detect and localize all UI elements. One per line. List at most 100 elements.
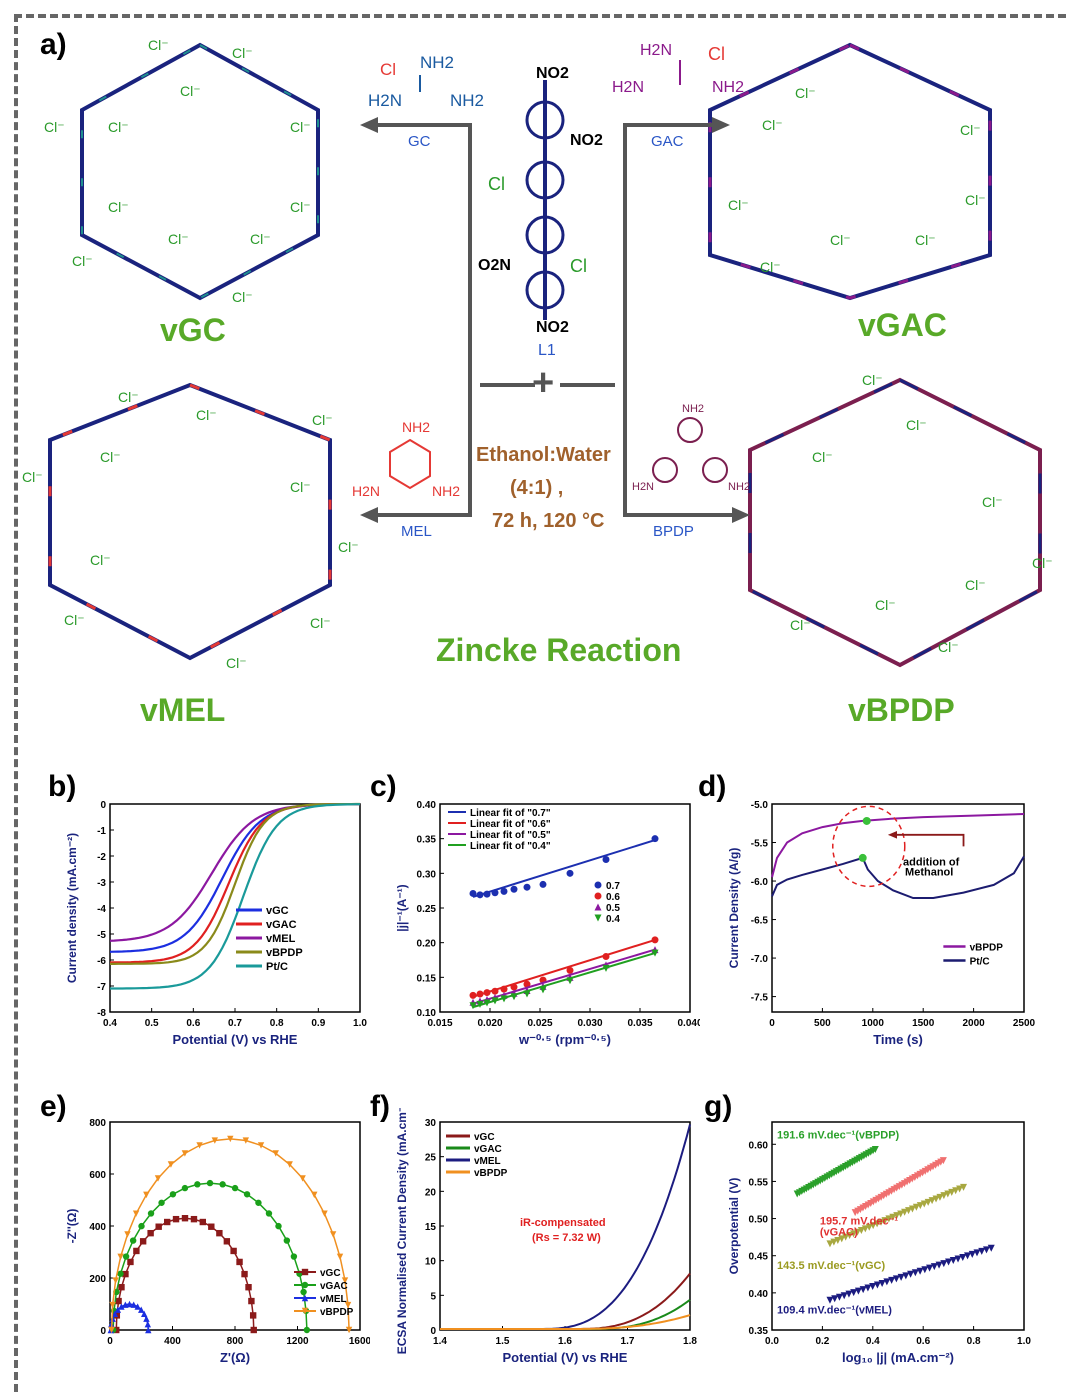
legend-line-label: Linear fit of "0.5": [470, 830, 551, 841]
data-point: [853, 1228, 861, 1236]
data-point: [982, 1246, 990, 1254]
x-tick-label: 0.8: [967, 1336, 981, 1347]
y-tick-label: 0: [100, 1326, 106, 1337]
data-point-0.6: [476, 990, 484, 998]
panel-label-d: d): [698, 770, 727, 803]
annotation-line-2: Methanol: [905, 867, 953, 879]
data-point: [850, 1289, 858, 1297]
data-point: [949, 1257, 957, 1265]
chart-d-chrono: 0 500 1000 1500 2000 2500 -5.0 -5.5 -6.0 -6.5 -7.0…: [727, 800, 1036, 1047]
svg-text:NH2: NH2: [728, 481, 750, 493]
data-point-vBPDP: [181, 1150, 189, 1157]
svg-text:H2N: H2N: [612, 79, 644, 96]
data-point-0.7: [483, 890, 491, 898]
data-point-vMEL: [118, 1303, 125, 1310]
x-tick-label: 1.0: [1017, 1336, 1031, 1347]
data-point-vBPDP: [341, 1277, 349, 1284]
y-tick-label: -5.5: [751, 839, 769, 850]
data-point: [845, 1290, 853, 1298]
svg-text:Cl⁻: Cl⁻: [965, 577, 986, 593]
data-point-vGAC: [219, 1181, 226, 1188]
data-point-vGAC: [129, 1237, 137, 1244]
y-tick-label: 600: [89, 1170, 106, 1181]
legend-label: vBPDP: [474, 1168, 508, 1179]
slope-label-vmel: 109.4 mV.dec⁻¹(vMEL): [777, 1305, 892, 1317]
data-point-vGC: [230, 1247, 237, 1255]
data-point-vGC: [190, 1215, 198, 1223]
data-point-vMEL: [138, 1306, 145, 1313]
data-point-vGC: [155, 1223, 162, 1230]
data-point: [945, 1258, 953, 1266]
data-point-vGAC: [265, 1210, 273, 1217]
svg-text:Cl⁻: Cl⁻: [1032, 555, 1053, 571]
svg-text:Cl⁻: Cl⁻: [226, 655, 247, 671]
data-point: [911, 1269, 919, 1277]
data-point-vBPDP: [344, 1301, 352, 1309]
plot-area: [771, 803, 1025, 1013]
data-point: [842, 1233, 850, 1241]
data-point: [928, 1197, 936, 1205]
data-point-vGAC: [283, 1237, 291, 1244]
svg-text:Cl⁻: Cl⁻: [108, 119, 129, 135]
data-point-vGAC: [290, 1253, 298, 1260]
data-point: [881, 1217, 889, 1225]
y-tick-label: -7.5: [751, 993, 769, 1004]
legend-label: vMEL: [320, 1294, 347, 1305]
reagent-label-gc: GC: [408, 133, 431, 150]
data-point: [865, 1223, 873, 1231]
data-point-vGC: [118, 1284, 125, 1291]
x-tick-label: 0.030: [577, 1018, 602, 1029]
arrow-head-gac: [712, 117, 730, 133]
x-tick-label: 0.040: [677, 1018, 700, 1029]
data-point: [916, 1267, 924, 1275]
legend-marker: [301, 1307, 309, 1315]
data-point-vGC: [236, 1258, 243, 1266]
data-point: [944, 1190, 952, 1198]
y-tick-label: 0: [100, 800, 106, 811]
data-point: [978, 1247, 986, 1255]
x-axis-label: Potential (V) vs RHE: [503, 1350, 628, 1365]
legend-label: vMEL: [266, 933, 296, 945]
data-point-vMEL: [145, 1326, 152, 1334]
data-point-0.4: [539, 986, 547, 994]
product-vgac: vGAC: [858, 307, 947, 343]
svg-text:Cl⁻: Cl⁻: [232, 289, 253, 305]
panel-label-f: f): [370, 1090, 390, 1123]
data-point-0.7: [491, 889, 499, 897]
panel-label-a: a): [40, 28, 67, 61]
data-point-vBPDP: [117, 1253, 124, 1261]
data-point: [902, 1272, 910, 1280]
legend-line-label: Linear fit of "0.4": [470, 841, 551, 852]
data-point: [830, 1238, 838, 1246]
plot-area: [109, 803, 361, 1013]
x-tick-label: 0.015: [427, 1018, 452, 1029]
series-line-Pt/C: [771, 855, 1025, 899]
svg-text:Cl⁻: Cl⁻: [64, 612, 85, 628]
svg-text:Cl⁻: Cl⁻: [312, 412, 333, 428]
y-tick-label: 0.25: [417, 904, 437, 915]
data-point: [826, 1296, 834, 1304]
data-point-vGAC: [169, 1191, 177, 1198]
x-tick-label: 1000: [862, 1018, 885, 1029]
data-point: [987, 1244, 995, 1252]
svg-text:Cl⁻: Cl⁻: [965, 192, 986, 208]
data-point-vGC: [216, 1229, 223, 1237]
data-point-vBPDP: [321, 1210, 328, 1217]
svg-text:Cl⁻: Cl⁻: [862, 372, 883, 388]
data-point-vBPDP: [272, 1150, 279, 1157]
x-axis-label: w⁻⁰·⁵ (rpm⁻⁰·⁵): [518, 1032, 611, 1047]
series-line-vBPDP: [771, 813, 1025, 878]
y-tick-label: -2: [97, 852, 106, 863]
methanol-highlight: [832, 805, 906, 888]
l1-o2n-left: O2N: [478, 257, 511, 274]
series-line-vBPDP: [110, 802, 360, 965]
chart-g-tafel: 0.0 0.2 0.4 0.6 0.8 1.0 0.35 0.40 0.45 0.50 0.55 0.…: [727, 1121, 1031, 1365]
svg-text:NH2: NH2: [420, 53, 454, 72]
legend-label: vBPDP: [266, 947, 303, 959]
data-point: [892, 1275, 900, 1283]
y-tick-label: 10: [425, 1257, 437, 1268]
y-tick-label: 0.15: [417, 973, 437, 984]
annotation-ir: iR-compensated: [520, 1217, 606, 1229]
y-tick-label: 800: [89, 1118, 106, 1129]
data-point: [869, 1222, 877, 1230]
